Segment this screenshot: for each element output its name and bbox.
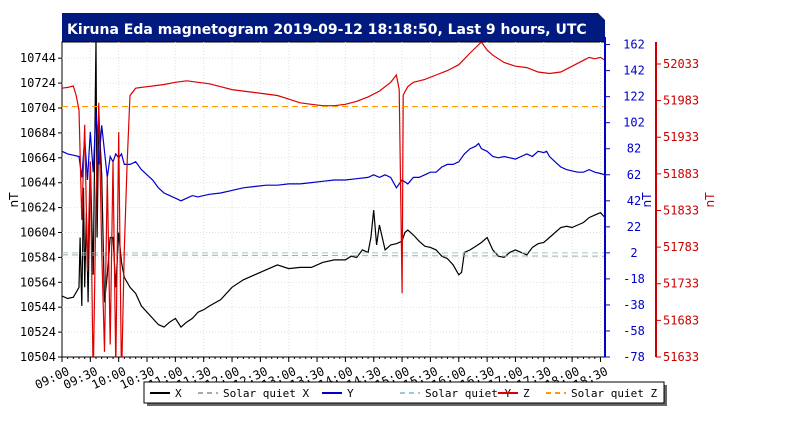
- right-tick-label: 51633: [663, 350, 699, 364]
- legend-label: Z: [523, 387, 530, 400]
- left-tick-label: 10584: [20, 250, 56, 264]
- left-tick-label: 10644: [20, 176, 56, 190]
- mid-tick-label: 102: [623, 116, 645, 130]
- left-axis-label: nT: [7, 192, 21, 208]
- left-tick-label: 10624: [20, 201, 56, 215]
- left-tick-label: 10744: [20, 51, 56, 65]
- series-solar-quiet-x: [62, 254, 605, 257]
- left-tick-label: 10664: [20, 151, 56, 165]
- legend-label: Y: [347, 387, 354, 400]
- mid-axis-label: nT: [640, 192, 654, 208]
- mid-tick-label: -18: [623, 272, 645, 286]
- mid-tick-label: 82: [627, 142, 641, 156]
- mid-tick-label: -38: [623, 298, 645, 312]
- legend-label: X: [175, 387, 182, 400]
- right-tick-label: 51933: [663, 130, 699, 144]
- left-axis: 10504 10524 10544 10564 10584 10604 10624 10644…: [20, 51, 62, 364]
- mid-tick-label: -78: [623, 350, 645, 364]
- mid-tick-label: 62: [627, 168, 641, 182]
- left-tick-label: 10524: [20, 325, 56, 339]
- right-tick-label: 51733: [663, 277, 699, 291]
- right-tick-label: 51783: [663, 240, 699, 254]
- series-x: [62, 42, 605, 329]
- mid-tick-label: 2: [630, 246, 637, 260]
- legend-label: Solar quiet X: [223, 387, 309, 400]
- title-bar: Kiruna Eda magnetogram 2019-09-12 18:18:…: [62, 13, 605, 42]
- mid-tick-label: 42: [627, 194, 641, 208]
- series-layer: [62, 42, 605, 357]
- plot-area: [61, 41, 606, 358]
- z-component-axis: 51633 51683 51733 51783 51833 51883 51933 51983…: [655, 42, 699, 364]
- mid-tick-label: 162: [623, 38, 645, 52]
- left-tick-label: 10604: [20, 225, 56, 239]
- grid: [62, 42, 605, 357]
- legend-label: Solar quiet Z: [571, 387, 657, 400]
- right-axis-label: nT: [703, 192, 717, 208]
- right-tick-label: 51833: [663, 203, 699, 217]
- legend: X Solar quiet X Y Solar quiet Y Z Solar quiet…: [143, 381, 667, 406]
- mid-tick-label: 142: [623, 64, 645, 78]
- left-tick-label: 10504: [20, 350, 56, 364]
- series-z: [62, 42, 605, 357]
- chart-title: Kiruna Eda magnetogram 2019-09-12 18:18:…: [67, 22, 587, 38]
- right-tick-label: 52033: [663, 57, 699, 71]
- left-tick-label: 10564: [20, 275, 56, 289]
- left-tick-label: 10704: [20, 101, 56, 115]
- right-tick-label: 51683: [663, 313, 699, 327]
- series-y: [62, 112, 605, 202]
- legend-label: Solar quiet Y: [425, 387, 511, 400]
- left-tick-label: 10724: [20, 76, 56, 90]
- mid-tick-label: 122: [623, 90, 645, 104]
- right-tick-label: 51983: [663, 94, 699, 108]
- left-tick-label: 10684: [20, 126, 56, 140]
- title-banner: [62, 13, 605, 42]
- right-tick-label: 51883: [663, 167, 699, 181]
- mid-tick-label: 22: [627, 220, 641, 234]
- left-tick-label: 10544: [20, 300, 56, 314]
- mid-tick-label: -58: [623, 324, 645, 338]
